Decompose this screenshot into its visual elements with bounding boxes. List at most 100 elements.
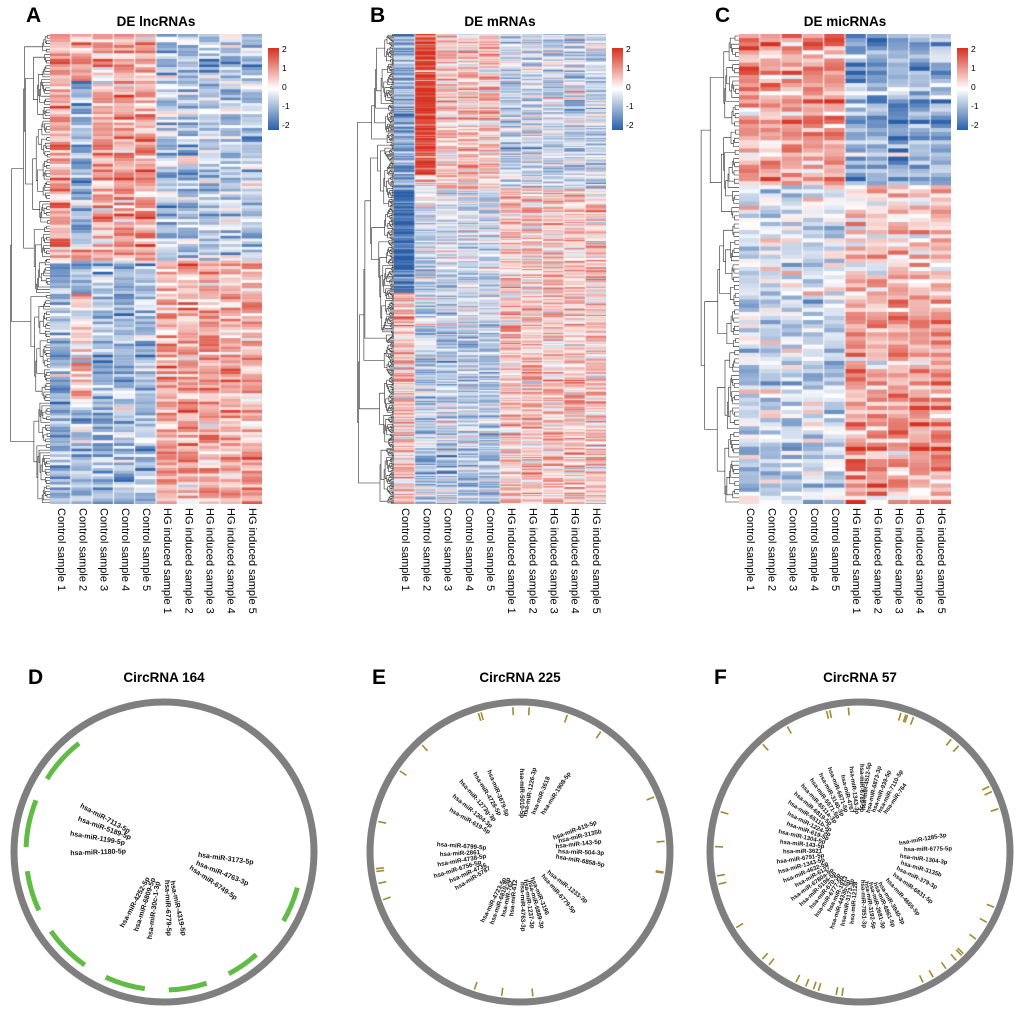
mirna-label: hsa-miR-6775-5p: [904, 846, 952, 853]
colorbar-tick-label: 1: [971, 62, 976, 73]
binding-site-tick: [835, 986, 839, 996]
circos-title-d: CircRNA 164: [123, 670, 205, 685]
colorbar-tick-label: -2: [971, 119, 979, 130]
binding-site-tick: [981, 785, 990, 791]
binding-site-tick: [902, 714, 907, 723]
binding-site-tick: [761, 952, 769, 960]
binding-site-tick: [979, 917, 988, 923]
mirna-label: hsa-miR-12128: [850, 881, 860, 924]
colorbar-tick-label: -1: [971, 100, 979, 111]
binding-site-tick: [969, 933, 977, 940]
column-label: HG induced sample 3: [547, 508, 560, 614]
heatmap-body-a: 2 1 0 -1 -2: [8, 34, 308, 504]
binding-site-tick: [955, 949, 963, 956]
binding-site-tick: [812, 981, 817, 990]
column-label: Control sample 2: [765, 508, 778, 592]
column-label: Control sample 2: [76, 508, 89, 592]
column-label: HG induced sample 1: [505, 508, 518, 614]
binding-site-tick: [909, 716, 915, 725]
colorbar-tick-label: 2: [626, 44, 631, 54]
mirna-label: hsa-miR-4512-5p: [861, 762, 873, 811]
column-label: HG induced sample 1: [850, 508, 863, 614]
colorbar-tick-label: 1: [626, 62, 631, 73]
binding-site-tick: [720, 811, 729, 815]
column-labels-b: Control sample 1 Control sample 2 Control …: [394, 504, 606, 654]
colorbar-tick-label: -1: [626, 100, 634, 111]
colorbar-gradient-b: [612, 48, 623, 130]
binding-site-tick: [795, 974, 801, 983]
colorbar-ticks-b: 2 1 0 -1 -2: [626, 45, 634, 129]
binding-site-tick: [735, 922, 744, 929]
row-dendrogram-b: [357, 34, 394, 504]
colorbar-tick-label: 0: [626, 81, 631, 92]
column-label: HG induced sample 2: [871, 508, 884, 614]
panel-label-d: D: [28, 666, 44, 689]
colorbar-gradient-c: [957, 48, 968, 130]
mirna-label: hsa-miR-143-5p: [555, 838, 602, 850]
binding-site-tick: [841, 987, 844, 996]
column-label: HG induced sample 4: [913, 508, 926, 614]
column-label: Control sample 3: [441, 508, 454, 592]
binding-site-tick: [945, 738, 952, 747]
panel-label-a: A: [26, 4, 42, 27]
mirna-label: hsa-miR-1343-3p: [848, 766, 860, 815]
binding-site-tick: [897, 712, 902, 721]
binding-site-tick: [378, 880, 387, 885]
colorbar-tick-label: 2: [971, 44, 976, 54]
colorbar-tick-label: 2: [282, 44, 287, 54]
binding-site-tick: [950, 953, 957, 961]
binding-site-tick: [928, 969, 934, 978]
column-label: Control sample 2: [420, 508, 433, 592]
binding-site-tick: [804, 978, 810, 987]
colorbar-tick-label: 0: [282, 81, 287, 92]
panel-label-b: B: [370, 4, 386, 27]
dendrogram-lines: [10, 35, 50, 503]
column-label: HG induced sample 3: [203, 508, 216, 614]
colorbar-tick-label: -2: [282, 119, 290, 130]
column-label: Control sample 5: [828, 508, 841, 592]
panel-d: D CircRNA 164 hsa-miR-7113-5p hsa-miR-518…: [4, 666, 334, 1012]
binding-site-tick: [473, 981, 478, 990]
mirna-label: hsa-miR-6799-5p: [437, 841, 487, 851]
column-labels-a: Control sample 1 Control sample 2 Control …: [50, 504, 262, 654]
colorbar-ticks-a: 2 1 0 -1 -2: [282, 45, 290, 129]
mirna-label: hsa-miR-6789-5p: [858, 764, 864, 812]
binding-site-tick: [656, 840, 665, 843]
mirna-label: hsa-miR-3621: [783, 849, 823, 856]
circos-plot-f: hsa-miR-764hsa-miR-7110-5phsa-miR-939-5p…: [706, 698, 1014, 1006]
panel-label-c: C: [715, 4, 731, 27]
dendrogram-lines: [357, 34, 394, 504]
binding-site-tick: [957, 947, 964, 955]
mirna-label: hsa-miR-612: [508, 879, 519, 917]
mre-arc: [227, 952, 258, 977]
binding-site-tick: [655, 870, 664, 873]
binding-site-tick: [762, 743, 769, 751]
circrna-ring: [366, 698, 674, 1006]
binding-site-tick: [990, 808, 999, 812]
circos-plot-d: hsa-miR-7113-5phsa-miR-5189-5phsa-miR-11…: [10, 698, 318, 1006]
panel-label-f: F: [714, 666, 727, 689]
binding-site-tick: [646, 796, 655, 801]
column-label: HG induced sample 1: [161, 508, 174, 614]
mirna-label: hsa-miR-6779-5p: [163, 880, 172, 936]
column-label: Control sample 4: [462, 508, 475, 592]
binding-site-tick: [768, 958, 775, 966]
binding-site-tick: [563, 714, 569, 723]
binding-site-tick: [718, 881, 727, 885]
row-dendrogram-a: [10, 35, 50, 503]
heatmap-title-a: DE lncRNAs: [116, 14, 196, 29]
panel-a: A DE lncRNAs 2 1 0 -1 -2 Control sample 1 Con…: [8, 4, 308, 654]
panel-label-e: E: [372, 666, 387, 689]
heatmap-grid-c: [739, 34, 951, 504]
heatmap-title-b: DE mRNAs: [464, 14, 536, 29]
mirna-label: hsa-miR-2861: [440, 849, 481, 858]
mre-arc: [281, 887, 300, 923]
binding-site-tick: [918, 974, 924, 983]
mre-arc: [168, 980, 208, 993]
binding-site-tick: [382, 896, 391, 901]
column-label: HG induced sample 5: [934, 508, 947, 614]
row-dendrogram-c: [700, 35, 739, 503]
binding-site-tick: [378, 820, 387, 824]
column-label: HG induced sample 2: [182, 508, 195, 614]
